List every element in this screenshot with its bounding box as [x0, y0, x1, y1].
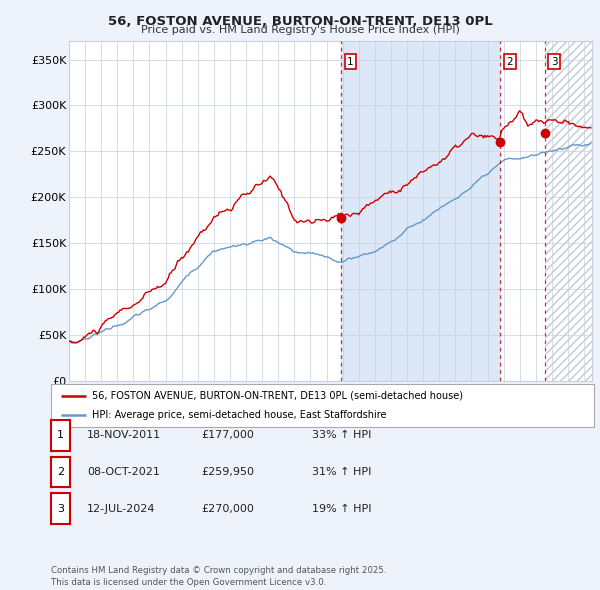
Text: £259,950: £259,950 — [201, 467, 254, 477]
Text: 56, FOSTON AVENUE, BURTON-ON-TRENT, DE13 0PL: 56, FOSTON AVENUE, BURTON-ON-TRENT, DE13… — [107, 15, 493, 28]
Text: 1: 1 — [347, 57, 354, 67]
Text: 33% ↑ HPI: 33% ↑ HPI — [312, 431, 371, 440]
Text: 18-NOV-2011: 18-NOV-2011 — [87, 431, 161, 440]
Bar — [545, 41, 592, 381]
Bar — [341, 41, 500, 381]
Text: 3: 3 — [551, 57, 557, 67]
Text: HPI: Average price, semi-detached house, East Staffordshire: HPI: Average price, semi-detached house,… — [92, 410, 386, 420]
Text: 3: 3 — [57, 504, 64, 513]
Text: £177,000: £177,000 — [201, 431, 254, 440]
Text: 31% ↑ HPI: 31% ↑ HPI — [312, 467, 371, 477]
Text: 2: 2 — [506, 57, 513, 67]
Bar — [545, 41, 592, 381]
Text: 08-OCT-2021: 08-OCT-2021 — [87, 467, 160, 477]
Text: 19% ↑ HPI: 19% ↑ HPI — [312, 504, 371, 513]
Text: 1: 1 — [57, 431, 64, 440]
Text: Contains HM Land Registry data © Crown copyright and database right 2025.
This d: Contains HM Land Registry data © Crown c… — [51, 566, 386, 587]
Text: 2: 2 — [57, 467, 64, 477]
Text: 56, FOSTON AVENUE, BURTON-ON-TRENT, DE13 0PL (semi-detached house): 56, FOSTON AVENUE, BURTON-ON-TRENT, DE13… — [92, 391, 463, 401]
Text: Price paid vs. HM Land Registry's House Price Index (HPI): Price paid vs. HM Land Registry's House … — [140, 25, 460, 35]
Text: £270,000: £270,000 — [201, 504, 254, 513]
Text: 12-JUL-2024: 12-JUL-2024 — [87, 504, 155, 513]
